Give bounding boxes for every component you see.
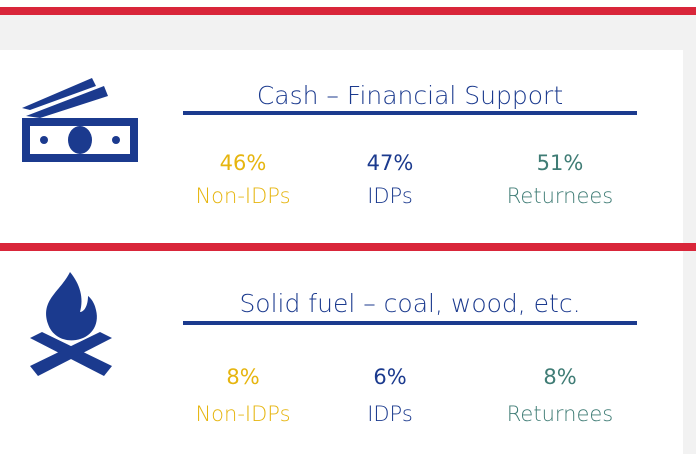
stat-label: IDPs — [367, 402, 413, 426]
stat-label: Returnees — [507, 402, 613, 426]
top-strip — [0, 0, 696, 7]
stat-value: 46% — [220, 151, 267, 175]
divider — [0, 243, 696, 251]
stat-label: Non-IDPs — [195, 184, 290, 208]
stat-value: 47% — [367, 151, 414, 175]
top-red-bar — [0, 7, 696, 15]
panel-title: Cash – Financial Support — [257, 81, 563, 110]
panel — [0, 251, 683, 454]
stat-value: 8% — [226, 365, 259, 389]
stat-value: 51% — [537, 151, 584, 175]
cash-icon — [22, 78, 138, 162]
stat-label: Returnees — [507, 184, 613, 208]
stat-value: 8% — [543, 365, 576, 389]
panel — [0, 50, 683, 243]
panel-title: Solid fuel – coal, wood, etc. — [239, 289, 580, 318]
stat-label: Non-IDPs — [195, 402, 290, 426]
stat-value: 6% — [373, 365, 406, 389]
fire-icon — [30, 272, 112, 376]
stat-label: IDPs — [367, 184, 413, 208]
